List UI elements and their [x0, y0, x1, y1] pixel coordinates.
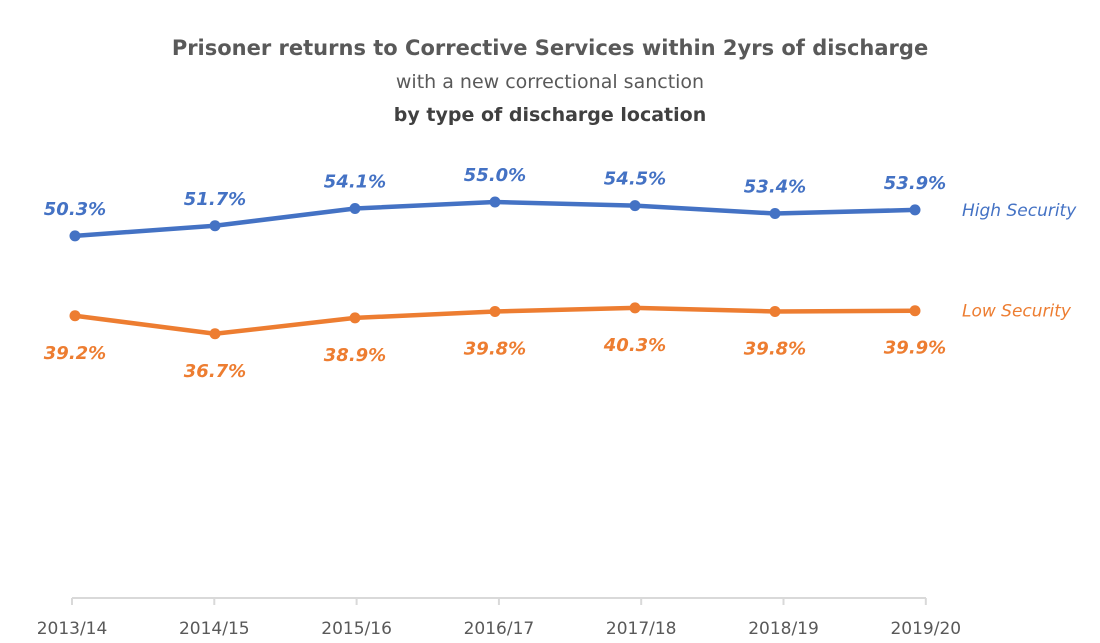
- chart-subtitle: with a new correctional sanction: [395, 71, 705, 93]
- chart-title: Prisoner returns to Corrective Services …: [171, 36, 929, 60]
- data-point: [909, 204, 921, 216]
- x-tick-label: 2019/20: [890, 619, 961, 639]
- data-label: 39.2%: [44, 343, 106, 364]
- data-point: [769, 208, 781, 220]
- data-label: 38.9%: [324, 345, 386, 366]
- data-point: [489, 305, 501, 317]
- data-label: 55.0%: [464, 165, 526, 186]
- data-point: [629, 302, 641, 314]
- data-point: [909, 305, 921, 317]
- data-label: 39.8%: [744, 338, 806, 359]
- data-point: [209, 220, 221, 232]
- data-point: [69, 310, 81, 322]
- x-tick-label: 2015/16: [321, 619, 392, 639]
- series-name-label: High Security: [962, 201, 1077, 221]
- x-tick-label: 2014/15: [179, 619, 250, 639]
- data-label: 36.7%: [184, 361, 246, 382]
- data-label: 53.9%: [884, 173, 946, 194]
- data-point: [349, 202, 361, 214]
- series-name-label: Low Security: [962, 302, 1072, 322]
- x-tick-label: 2017/18: [606, 619, 677, 639]
- data-label: 40.3%: [603, 335, 666, 356]
- chart-subtitle-2: by type of discharge location: [393, 104, 707, 126]
- x-tick-label: 2013/14: [37, 619, 108, 639]
- data-label: 54.5%: [604, 169, 666, 190]
- data-point: [769, 305, 781, 317]
- data-label: 39.9%: [884, 338, 946, 359]
- data-label: 54.1%: [324, 171, 386, 192]
- data-label: 51.7%: [184, 189, 246, 210]
- data-label: 50.3%: [44, 199, 106, 220]
- x-tick-label: 2016/17: [464, 619, 535, 639]
- data-label: 53.4%: [744, 177, 806, 198]
- data-point: [209, 328, 221, 340]
- data-point: [69, 230, 81, 242]
- x-tick-label: 2018/19: [748, 619, 819, 639]
- data-point: [489, 196, 501, 208]
- data-label: 39.8%: [464, 338, 526, 359]
- data-point: [629, 200, 641, 212]
- data-point: [349, 312, 361, 324]
